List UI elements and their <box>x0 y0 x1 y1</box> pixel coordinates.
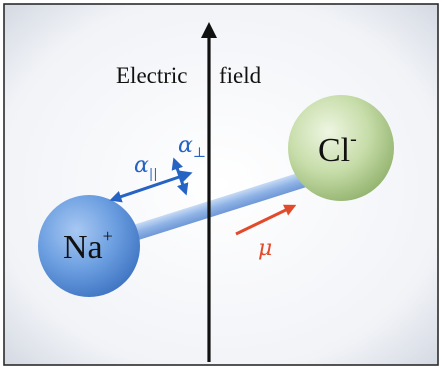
dipole-label: μ <box>258 236 272 261</box>
chloride-charge: - <box>350 128 357 150</box>
sodium-symbol: Na <box>63 229 103 266</box>
chloride-symbol: Cl <box>318 132 350 169</box>
field-label-field: field <box>219 63 262 88</box>
diagram-frame <box>3 3 439 366</box>
svg-text:Na+: Na+ <box>63 226 113 266</box>
sodium-ion: Na+ <box>38 195 140 297</box>
alpha-perpendicular-arrow <box>171 157 189 196</box>
alpha-perpendicular-subscript: ⊥ <box>193 145 206 161</box>
dipole-arrow <box>235 204 297 236</box>
sodium-charge: + <box>103 226 113 246</box>
svg-text:α||: α|| <box>134 153 158 182</box>
svg-text:Cl-: Cl- <box>318 128 357 169</box>
alpha-parallel-symbol: α <box>134 153 149 178</box>
chloride-ion: Cl- <box>288 95 394 201</box>
field-label-electric: Electric <box>116 63 188 88</box>
svg-text:α⊥: α⊥ <box>178 133 206 161</box>
alpha-perpendicular-symbol: α <box>178 133 193 158</box>
alpha-parallel-subscript: || <box>149 167 158 182</box>
